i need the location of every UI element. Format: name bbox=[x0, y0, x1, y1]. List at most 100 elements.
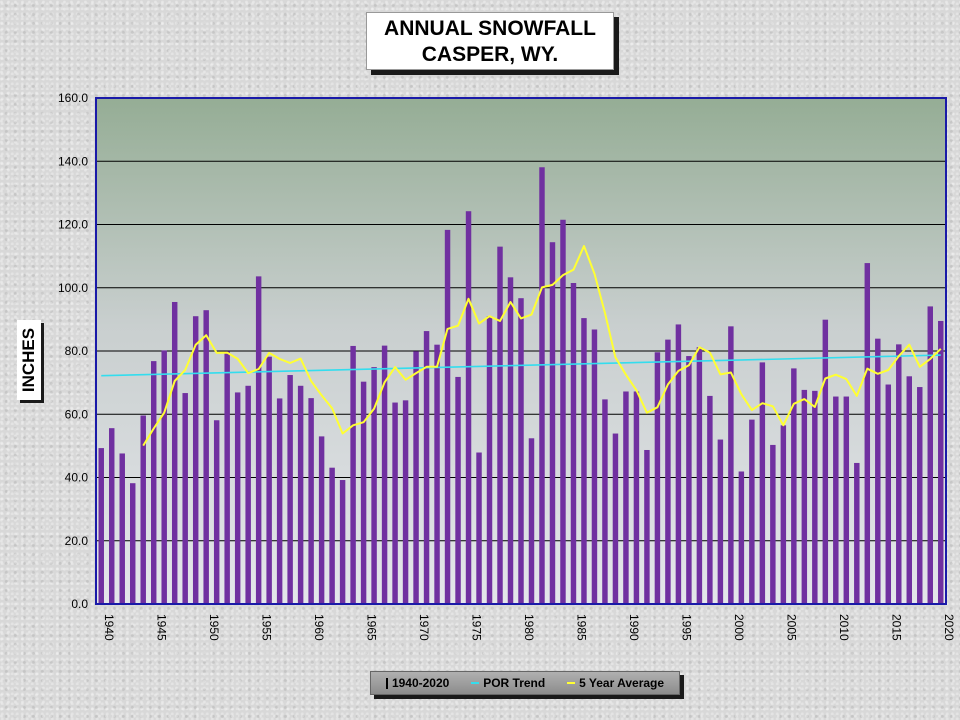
bar bbox=[644, 449, 650, 604]
chart-title: ANNUAL SNOWFALL CASPER, WY. bbox=[366, 12, 614, 70]
bar bbox=[686, 356, 692, 604]
x-tick-label: 1970 bbox=[417, 614, 431, 641]
bar bbox=[906, 376, 912, 604]
bar bbox=[528, 438, 535, 604]
bar bbox=[392, 402, 398, 604]
x-tick-label: 1990 bbox=[627, 614, 641, 641]
bar bbox=[665, 339, 671, 604]
bar bbox=[654, 352, 661, 604]
y-tick-label: 120.0 bbox=[58, 218, 88, 232]
bar bbox=[591, 329, 598, 604]
bar bbox=[770, 444, 776, 604]
bar bbox=[759, 362, 766, 604]
bar bbox=[413, 351, 419, 604]
bar bbox=[245, 385, 251, 604]
x-tick-label: 1985 bbox=[574, 614, 588, 641]
x-tick-label: 1950 bbox=[207, 614, 221, 641]
x-tick-label: 2005 bbox=[784, 614, 798, 641]
legend: 1940-2020 POR Trend 5 Year Average bbox=[370, 671, 680, 695]
y-tick-label: 60.0 bbox=[65, 407, 89, 421]
bar bbox=[518, 298, 524, 604]
bar bbox=[444, 229, 451, 604]
bar bbox=[822, 319, 829, 604]
bar bbox=[339, 480, 346, 604]
x-tick-label: 2000 bbox=[732, 614, 746, 641]
bar bbox=[896, 344, 902, 604]
y-tick-label: 140.0 bbox=[58, 154, 88, 168]
bar bbox=[423, 331, 430, 604]
bar bbox=[150, 361, 157, 604]
bar bbox=[329, 467, 335, 604]
y-tick-label: 0.0 bbox=[71, 597, 88, 611]
bar bbox=[109, 428, 115, 604]
bar bbox=[917, 387, 923, 604]
legend-item-trend: POR Trend bbox=[471, 676, 545, 690]
bar bbox=[255, 276, 262, 604]
bar bbox=[707, 395, 713, 604]
x-tick-label: 1940 bbox=[102, 614, 116, 641]
bar bbox=[843, 396, 850, 604]
x-tick-label: 1975 bbox=[470, 614, 484, 641]
bar bbox=[875, 338, 881, 604]
legend-label-bars: 1940-2020 bbox=[391, 676, 450, 690]
bar bbox=[486, 316, 493, 604]
bar bbox=[738, 471, 745, 604]
legend-swatch-trend bbox=[471, 682, 480, 684]
y-tick-label: 160.0 bbox=[58, 91, 88, 105]
legend-swatch-bars bbox=[385, 677, 388, 689]
bar bbox=[130, 483, 136, 604]
bar bbox=[507, 277, 514, 604]
bar bbox=[675, 324, 682, 604]
bar bbox=[801, 389, 808, 604]
bar bbox=[476, 452, 482, 604]
y-axis-label-box: INCHES bbox=[17, 320, 41, 400]
bar bbox=[812, 390, 818, 604]
x-tick-label: 2015 bbox=[889, 614, 903, 641]
x-tick-label: 1965 bbox=[365, 614, 379, 641]
bar bbox=[612, 433, 619, 604]
bar bbox=[864, 263, 871, 604]
bar bbox=[717, 439, 724, 604]
bar bbox=[854, 462, 860, 604]
bar bbox=[140, 415, 146, 604]
bar bbox=[455, 376, 461, 604]
average-line bbox=[142, 245, 942, 447]
y-tick-label: 20.0 bbox=[65, 534, 89, 548]
bar bbox=[402, 400, 409, 604]
bar bbox=[161, 350, 167, 604]
bar bbox=[192, 316, 199, 604]
bar bbox=[791, 368, 797, 604]
legend-item-average: 5 Year Average bbox=[567, 676, 664, 690]
bar bbox=[696, 347, 703, 604]
bar bbox=[938, 320, 944, 604]
bar-series bbox=[98, 167, 944, 605]
bar bbox=[549, 242, 556, 604]
plot-frame bbox=[95, 97, 947, 605]
y-axis: 0.0 20.0 40.0 60.0 80.0 100.0 120.0 140.0 160.0 bbox=[58, 91, 88, 611]
bar bbox=[465, 211, 472, 604]
bar bbox=[623, 391, 629, 604]
bar bbox=[728, 326, 734, 604]
bar bbox=[297, 385, 304, 604]
bar bbox=[833, 396, 839, 604]
trend-line bbox=[101, 354, 941, 377]
x-tick-label: 2020 bbox=[942, 614, 956, 641]
legend-swatch-average bbox=[567, 682, 576, 684]
bar bbox=[182, 393, 188, 604]
chart-title-line1: ANNUAL SNOWFALL bbox=[384, 17, 596, 40]
x-tick-label: 1995 bbox=[679, 614, 693, 641]
bar bbox=[885, 384, 892, 604]
bar bbox=[381, 345, 388, 604]
bar bbox=[234, 392, 241, 604]
bar bbox=[570, 283, 577, 604]
bar bbox=[497, 246, 503, 604]
x-tick-label: 1945 bbox=[155, 614, 169, 641]
x-tick-label: 2010 bbox=[837, 614, 851, 641]
line-series bbox=[101, 245, 942, 447]
bar bbox=[560, 219, 566, 604]
bar bbox=[749, 419, 755, 604]
bar bbox=[581, 318, 587, 604]
bar bbox=[119, 453, 125, 604]
y-tick-label: 80.0 bbox=[65, 344, 89, 358]
